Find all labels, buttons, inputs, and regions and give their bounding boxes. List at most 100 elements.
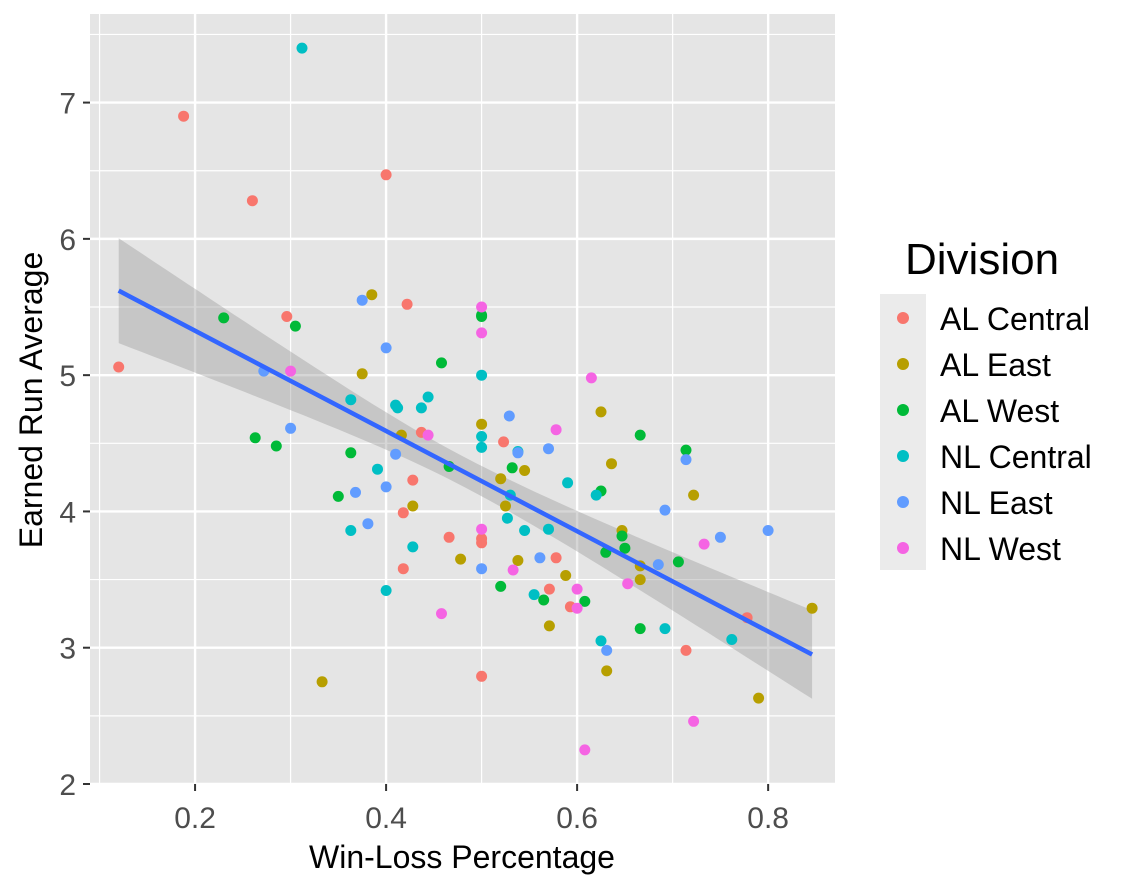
point-al-east xyxy=(688,489,700,501)
point-al-central xyxy=(476,670,488,682)
point-al-west xyxy=(538,594,550,606)
point-al-central xyxy=(443,531,455,543)
y-tick-label: 7 xyxy=(59,88,76,121)
point-al-central xyxy=(281,311,293,322)
point-nl-central xyxy=(415,402,427,414)
point-nl-west xyxy=(585,372,597,384)
legend-title: Division xyxy=(905,235,1059,284)
point-nl-central xyxy=(345,394,357,406)
x-tick-label: 0.6 xyxy=(556,802,598,835)
point-al-east xyxy=(543,620,555,632)
point-al-east xyxy=(753,692,765,704)
legend-label-al-east: AL East xyxy=(940,347,1051,383)
point-nl-east xyxy=(285,422,297,434)
legend-key-nl-west xyxy=(897,542,909,554)
point-al-central xyxy=(113,361,125,373)
point-al-east xyxy=(500,500,511,512)
legend-key-al-east xyxy=(897,358,909,370)
point-al-west xyxy=(506,462,518,474)
point-nl-west xyxy=(476,523,488,535)
legend: Division AL Central AL East AL West NL Cent… xyxy=(880,235,1092,570)
point-al-central xyxy=(397,563,409,575)
point-nl-central xyxy=(345,525,357,536)
point-al-central xyxy=(178,110,190,122)
point-al-central xyxy=(401,298,413,310)
point-nl-east xyxy=(680,454,692,466)
x-axis: 0.2 0.4 0.6 0.8 xyxy=(174,784,789,835)
point-al-west xyxy=(619,542,631,554)
point-nl-central xyxy=(476,431,488,442)
x-axis-title: Win-Loss Percentage xyxy=(309,839,615,875)
y-axis-title: Earned Run Average xyxy=(13,252,49,549)
point-nl-west xyxy=(476,301,488,313)
point-nl-central xyxy=(543,523,554,535)
point-al-central xyxy=(680,644,692,656)
point-al-east xyxy=(407,500,419,512)
point-al-east xyxy=(806,602,818,614)
point-nl-west xyxy=(622,578,634,590)
point-al-west xyxy=(345,447,357,459)
point-nl-central xyxy=(476,369,488,381)
point-nl-east xyxy=(512,447,524,459)
point-nl-west xyxy=(579,744,591,756)
point-nl-east xyxy=(476,563,488,575)
legend-key-al-central xyxy=(897,312,909,324)
point-nl-central xyxy=(372,463,383,475)
point-nl-east xyxy=(362,518,374,530)
point-nl-east xyxy=(762,525,774,536)
point-nl-east xyxy=(390,448,402,460)
major-gridlines xyxy=(90,14,835,786)
point-al-east xyxy=(366,289,378,301)
point-nl-east xyxy=(380,342,392,354)
point-nl-west xyxy=(698,538,710,550)
legend-key-al-west xyxy=(897,404,909,416)
point-nl-central xyxy=(501,512,513,524)
point-nl-central xyxy=(519,525,531,536)
point-al-central xyxy=(246,195,258,207)
legend-label-al-central: AL Central xyxy=(940,301,1090,337)
point-al-east xyxy=(512,555,524,566)
point-al-east xyxy=(601,665,613,677)
point-al-east xyxy=(560,570,572,581)
point-nl-central xyxy=(595,635,607,647)
point-al-west xyxy=(332,490,344,502)
point-nl-west xyxy=(571,583,583,595)
point-al-east xyxy=(316,676,328,688)
point-al-central xyxy=(498,436,510,448)
y-tick-label: 2 xyxy=(59,769,76,802)
point-nl-central xyxy=(562,477,574,489)
point-nl-west xyxy=(571,602,583,614)
point-al-central xyxy=(543,583,555,595)
point-nl-west xyxy=(436,608,447,620)
y-axis: 2 3 4 5 6 7 xyxy=(59,88,90,802)
legend-key-nl-central xyxy=(897,450,909,462)
x-tick-label: 0.2 xyxy=(174,802,216,835)
point-al-west xyxy=(672,556,684,568)
point-al-east xyxy=(606,458,617,470)
point-al-central xyxy=(407,474,419,486)
plot-panel xyxy=(90,14,835,784)
legend-label-nl-central: NL Central xyxy=(940,439,1092,475)
point-nl-central xyxy=(476,441,488,453)
point-al-east xyxy=(595,406,607,418)
y-tick-label: 3 xyxy=(59,633,76,666)
x-tick-label: 0.4 xyxy=(365,802,407,835)
point-al-central xyxy=(550,552,562,564)
point-al-west xyxy=(249,432,261,444)
point-nl-east xyxy=(350,486,361,498)
point-nl-central xyxy=(392,402,404,414)
point-al-east xyxy=(455,553,467,565)
legend-label-nl-west: NL West xyxy=(940,531,1061,567)
x-tick-label: 0.8 xyxy=(747,802,789,835)
point-al-central xyxy=(476,537,488,549)
point-al-west xyxy=(634,429,646,441)
point-al-west xyxy=(436,357,447,369)
data-points xyxy=(113,42,818,756)
point-al-west xyxy=(289,320,301,332)
point-nl-east xyxy=(714,531,726,543)
point-al-west xyxy=(579,595,591,607)
point-al-west xyxy=(270,440,282,452)
point-nl-west xyxy=(550,424,562,436)
point-nl-central xyxy=(296,42,308,54)
point-al-east xyxy=(356,368,368,380)
